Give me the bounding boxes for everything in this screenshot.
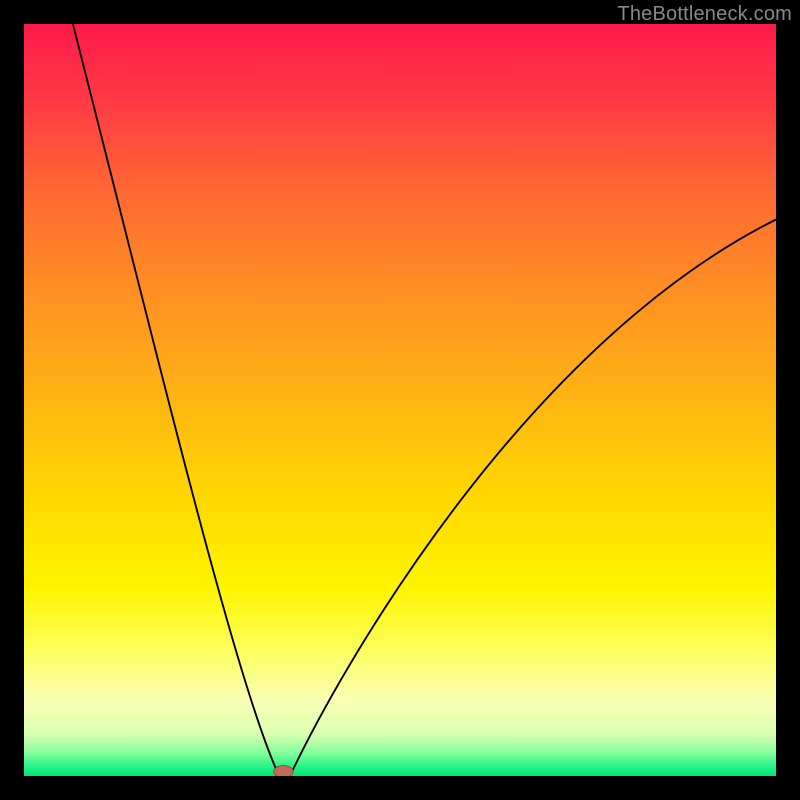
minimum-marker bbox=[274, 765, 294, 776]
watermark-text: TheBottleneck.com bbox=[617, 3, 792, 26]
curve-left-branch bbox=[73, 24, 278, 774]
plot-area bbox=[24, 24, 776, 776]
bottleneck-curve bbox=[24, 24, 776, 776]
curve-right-branch bbox=[291, 220, 776, 774]
